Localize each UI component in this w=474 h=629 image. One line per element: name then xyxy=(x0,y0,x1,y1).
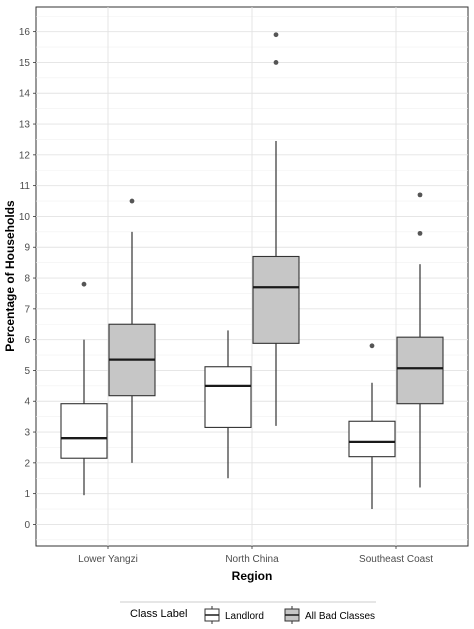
legend-title: Class Label xyxy=(130,608,187,620)
y-tick-label: 8 xyxy=(24,274,30,285)
y-tick-label: 10 xyxy=(19,212,31,223)
box xyxy=(396,192,444,488)
y-axis-title: Percentage of Households xyxy=(3,200,17,352)
legend-label: Landlord xyxy=(225,611,264,622)
y-tick-label: 0 xyxy=(24,520,30,531)
y-tick-label: 13 xyxy=(19,120,31,131)
box-body xyxy=(60,403,108,459)
box-body xyxy=(204,366,252,428)
box-body xyxy=(396,336,444,405)
box xyxy=(60,281,108,496)
outlier-point xyxy=(417,230,423,236)
y-tick-label: 16 xyxy=(19,27,31,38)
y-tick-label: 1 xyxy=(24,489,30,500)
legend-item: Landlord xyxy=(204,606,264,624)
box-series xyxy=(60,32,444,510)
box xyxy=(204,330,252,479)
y-tick-label: 2 xyxy=(24,458,30,469)
y-tick-label: 12 xyxy=(19,150,31,161)
x-tick-label: North China xyxy=(225,554,279,565)
y-tick-label: 4 xyxy=(24,397,30,408)
grid-lines xyxy=(36,7,468,546)
x-tick-label: Southeast Coast xyxy=(359,554,433,565)
outlier-point xyxy=(273,32,279,38)
y-tick-label: 5 xyxy=(24,366,30,377)
outlier-point xyxy=(129,198,135,204)
y-tick-label: 6 xyxy=(24,335,30,346)
box xyxy=(108,198,156,463)
box-body xyxy=(348,420,396,458)
box-body xyxy=(252,255,300,344)
x-tick-label: Lower Yangzi xyxy=(78,554,138,565)
x-axis: Lower Yangzi North China Southeast Coast xyxy=(78,546,433,565)
outlier-point xyxy=(417,192,423,198)
y-tick-label: 3 xyxy=(24,428,30,439)
box xyxy=(252,32,300,426)
legend: Class Label Landlord All Bad Classes xyxy=(120,601,376,624)
y-tick-label: 14 xyxy=(19,89,31,100)
outlier-point xyxy=(369,343,375,349)
outlier-point xyxy=(81,281,87,287)
x-axis-title: Region xyxy=(232,569,273,583)
y-tick-label: 15 xyxy=(19,58,31,69)
y-tick-label: 7 xyxy=(24,304,30,315)
y-tick-label: 11 xyxy=(20,181,31,192)
box xyxy=(348,343,396,510)
legend-item: All Bad Classes xyxy=(284,606,375,624)
outlier-point xyxy=(273,60,279,65)
legend-label: All Bad Classes xyxy=(305,611,375,622)
y-tick-label: 9 xyxy=(24,243,30,254)
